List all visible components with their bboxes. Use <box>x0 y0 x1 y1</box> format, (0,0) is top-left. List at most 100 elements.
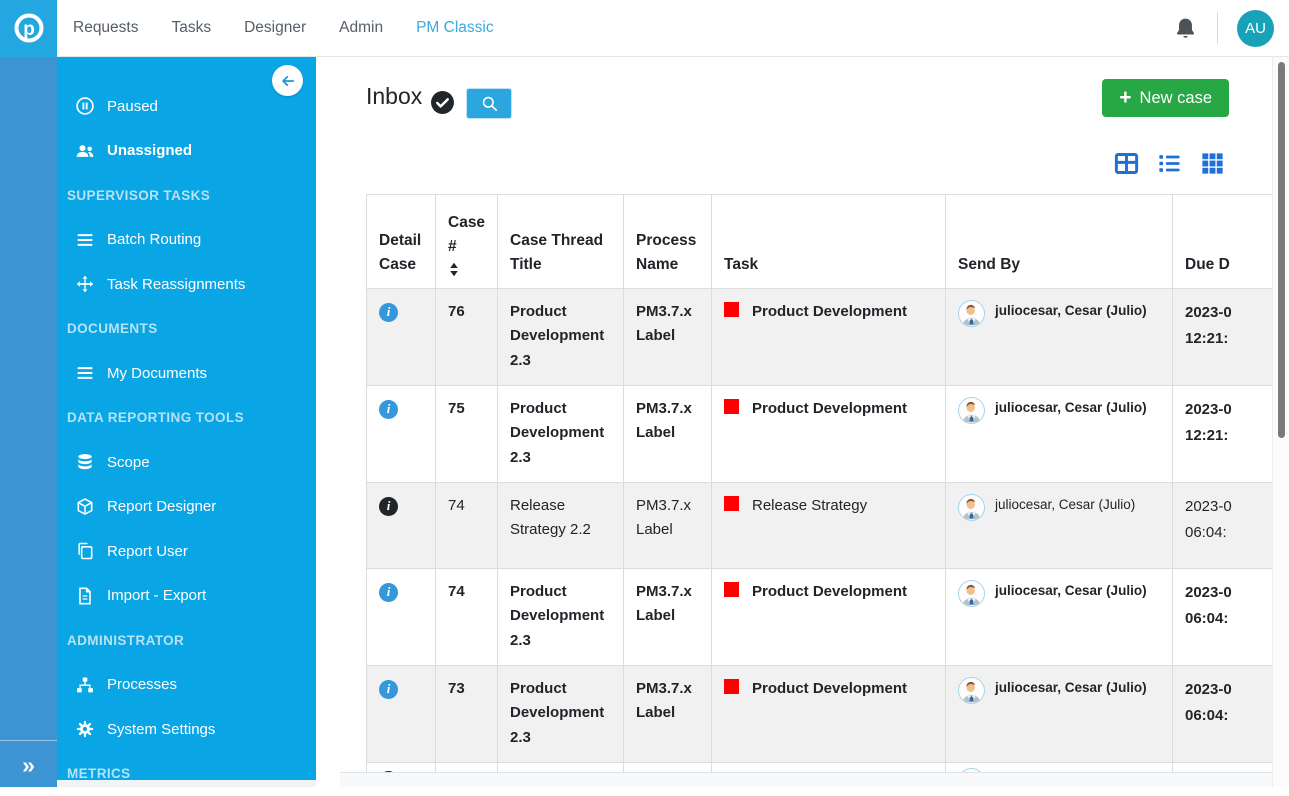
case-title-cell: Product Development 2.3 <box>498 289 624 386</box>
task-cell: Release Strategy <box>712 483 946 569</box>
col-header-process-name[interactable]: Process Name <box>624 195 712 289</box>
table-row[interactable]: i <box>367 763 1273 773</box>
task-cell: Product Development <box>712 569 946 666</box>
process-name-cell <box>624 763 712 773</box>
users-icon <box>75 141 95 161</box>
table-row[interactable]: i 75 Product Development 2.3 PM3.7.x Lab… <box>367 386 1273 483</box>
case-number-cell: 74 <box>436 483 498 569</box>
table-header-row: Detail Case Case # Case Thread Title Pro… <box>367 195 1273 289</box>
sidebar-item-label: Report Designer <box>107 498 216 515</box>
double-chevron-right-icon[interactable]: » <box>0 740 57 779</box>
list-view-icon[interactable] <box>1156 150 1183 177</box>
case-detail-info-icon[interactable]: i <box>379 680 398 699</box>
col-header-case-thread-title[interactable]: Case Thread Title <box>498 195 624 289</box>
sidebar-item-report-user[interactable]: Report User <box>57 529 316 574</box>
sidebar-bottom-strip <box>57 780 316 787</box>
send-by-cell: juliocesar, Cesar (Julio) <box>946 483 1173 569</box>
search-icon <box>480 94 499 113</box>
page-title: Inbox <box>366 83 422 110</box>
col-header-detail-case[interactable]: Detail Case <box>367 195 436 289</box>
nav-requests[interactable]: Requests <box>73 19 138 37</box>
col-header-case-number[interactable]: Case # <box>436 195 498 289</box>
sender-name: juliocesar, Cesar (Julio) <box>995 582 1147 600</box>
sidebar-item-label: Paused <box>107 98 158 115</box>
table-view-icon[interactable] <box>1113 150 1140 177</box>
bell-icon[interactable] <box>1173 16 1198 41</box>
main-nav: Requests Tasks Designer Admin PM Classic <box>73 19 494 37</box>
sidebar-item-import-export[interactable]: Import - Export <box>57 574 316 619</box>
arrow-left-icon <box>279 72 297 90</box>
sidebar-item-unassigned[interactable]: Unassigned <box>57 129 316 174</box>
table-row[interactable]: i 74 Product Development 2.3 PM3.7.x Lab… <box>367 569 1273 666</box>
sender-avatar <box>958 397 985 424</box>
sidebar-section-supervisor-tasks: SUPERVISOR TASKS <box>57 173 316 218</box>
sidebar-item-scope[interactable]: Scope <box>57 440 316 485</box>
case-title-cell: Product Development 2.3 <box>498 386 624 483</box>
process-name-cell: PM3.7.x Label <box>624 666 712 763</box>
bars-icon <box>75 230 95 250</box>
process-name-cell: PM3.7.x Label <box>624 386 712 483</box>
sort-icon[interactable] <box>448 262 460 277</box>
left-rail: » <box>0 57 57 787</box>
copy-icon <box>75 541 95 561</box>
sidebar-item-label: Scope <box>107 454 150 471</box>
table-row[interactable]: i 73 Product Development 2.3 PM3.7.x Lab… <box>367 666 1273 763</box>
main-content: Inbox + New case Detail Case <box>316 57 1272 787</box>
vertical-scrollbar-thumb[interactable] <box>1278 62 1285 438</box>
case-title-cell: Product Development 2.3 <box>498 666 624 763</box>
case-detail-info-icon[interactable]: i <box>379 400 398 419</box>
pause-circle-icon <box>75 96 95 116</box>
sidebar-item-label: Import - Export <box>107 587 206 604</box>
process-name-cell: PM3.7.x Label <box>624 569 712 666</box>
col-header-send-by[interactable]: Send By <box>946 195 1173 289</box>
horizontal-scrollbar-track[interactable] <box>340 772 1272 787</box>
priority-indicator <box>724 582 739 597</box>
nav-designer[interactable]: Designer <box>244 19 306 37</box>
file-icon <box>75 586 95 606</box>
sidebar-item-label: My Documents <box>107 365 207 382</box>
sidebar-section-data-reporting-tools: DATA REPORTING TOOLS <box>57 396 316 441</box>
sidebar-section-metrics: METRICS <box>57 752 316 796</box>
case-title-cell: Product Development 2.3 <box>498 569 624 666</box>
sidebar-item-system-settings[interactable]: System Settings <box>57 707 316 752</box>
processmaker-logo-icon[interactable]: p <box>0 0 57 57</box>
priority-indicator <box>724 399 739 414</box>
case-detail-info-icon[interactable]: i <box>379 497 398 516</box>
sidebar-item-report-designer[interactable]: Report Designer <box>57 485 316 530</box>
sidebar-item-processes[interactable]: Processes <box>57 663 316 708</box>
case-number-cell: 76 <box>436 289 498 386</box>
case-detail-info-icon[interactable]: i <box>379 583 398 602</box>
send-by-cell: juliocesar, Cesar (Julio) <box>946 289 1173 386</box>
vertical-scrollbar-track[interactable] <box>1272 57 1289 787</box>
sidebar-item-task-reassignments[interactable]: Task Reassignments <box>57 262 316 307</box>
col-header-due-date[interactable]: Due D <box>1173 195 1273 289</box>
case-number-cell: 75 <box>436 386 498 483</box>
sidebar-item-batch-routing[interactable]: Batch Routing <box>57 218 316 263</box>
search-button[interactable] <box>466 88 512 119</box>
table-row[interactable]: i 76 Product Development 2.3 PM3.7.x Lab… <box>367 289 1273 386</box>
case-detail-info-icon[interactable]: i <box>379 303 398 322</box>
col-header-task[interactable]: Task <box>712 195 946 289</box>
user-avatar-badge[interactable]: AU <box>1237 10 1274 47</box>
sidebar-collapse-button[interactable] <box>272 65 303 96</box>
send-by-cell <box>946 763 1173 773</box>
cube-icon <box>75 497 95 517</box>
gear-icon <box>75 719 95 739</box>
nav-pm-classic[interactable]: PM Classic <box>416 19 494 37</box>
nav-tasks[interactable]: Tasks <box>171 19 211 37</box>
sidebar-item-label: Report User <box>107 543 188 560</box>
sidebar-item-my-documents[interactable]: My Documents <box>57 351 316 396</box>
send-by-cell: juliocesar, Cesar (Julio) <box>946 386 1173 483</box>
nav-admin[interactable]: Admin <box>339 19 383 37</box>
sender-name: juliocesar, Cesar (Julio) <box>995 302 1147 320</box>
table-row[interactable]: i 74 Release Strategy 2.2 PM3.7.x Label … <box>367 483 1273 569</box>
priority-indicator <box>724 302 739 317</box>
case-number-cell: 73 <box>436 666 498 763</box>
new-case-button[interactable]: + New case <box>1102 79 1229 117</box>
svg-text:p: p <box>23 19 35 40</box>
sender-avatar <box>958 494 985 521</box>
new-case-label: New case <box>1140 89 1212 108</box>
grid-view-icon[interactable] <box>1199 150 1226 177</box>
